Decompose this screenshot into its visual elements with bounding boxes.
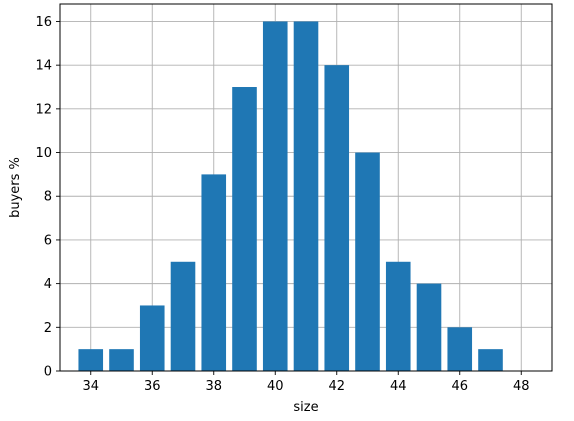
bar-size-44 — [385, 261, 411, 371]
x-tick-label: 34 — [82, 379, 99, 394]
bar-size-45 — [416, 283, 442, 371]
x-tick-label: 48 — [513, 379, 530, 394]
y-tick-label: 8 — [44, 190, 52, 205]
bars — [78, 21, 503, 372]
plot-frame — [59, 3, 553, 372]
y-tick-label: 6 — [44, 233, 52, 248]
bar-size-34 — [78, 349, 104, 371]
y-tick-label: 0 — [44, 365, 52, 380]
bar-size-43 — [355, 152, 380, 371]
y-tick-label: 16 — [35, 15, 52, 30]
x-tick-label: 38 — [205, 379, 222, 394]
x-tick-label: 40 — [267, 379, 284, 394]
y-tick-label: 4 — [44, 277, 52, 292]
bar-size-47 — [478, 349, 503, 371]
x-tick-label: 36 — [144, 379, 161, 394]
bar-size-39 — [232, 87, 257, 371]
x-tick-label: 46 — [451, 379, 468, 394]
x-axis-ticks: 34 36 38 40 42 44 46 48 — [82, 371, 530, 394]
y-axis-ticks: 0 2 4 6 8 10 12 14 16 — [35, 15, 60, 380]
bar-size-42 — [324, 65, 350, 372]
y-tick-label: 14 — [35, 59, 52, 74]
x-tick-label: 44 — [390, 379, 407, 394]
y-axis-label: buyers % — [8, 157, 23, 218]
bar-size-40 — [262, 21, 288, 371]
y-tick-label: 2 — [44, 321, 52, 336]
x-tick-label: 42 — [328, 379, 345, 394]
bar-size-38 — [201, 174, 227, 371]
y-tick-label: 12 — [35, 102, 52, 117]
bar-size-35 — [109, 349, 134, 371]
y-tick-label: 10 — [35, 146, 52, 161]
bar-size-41 — [293, 21, 319, 371]
bar-size-46 — [447, 327, 473, 371]
bar-size-36 — [139, 305, 165, 371]
bar-size-37 — [170, 261, 196, 371]
x-axis-label: size — [293, 400, 318, 415]
